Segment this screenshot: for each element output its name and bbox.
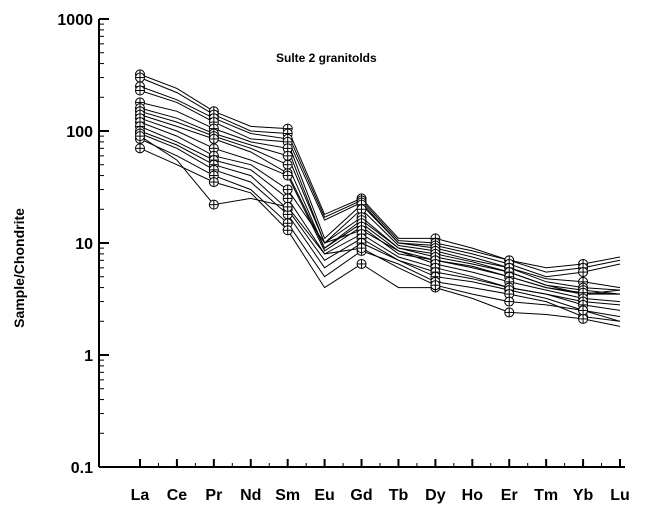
y-tick-label: 1000	[57, 12, 93, 29]
data-point	[578, 313, 589, 324]
series-line	[139, 77, 621, 273]
series-line	[139, 90, 621, 289]
x-tick-label: Tm	[534, 487, 558, 504]
chart-title: Sulte 2 granitolds	[276, 51, 377, 65]
y-tick-label: 100	[66, 124, 93, 141]
data-point	[282, 201, 293, 212]
data-point	[356, 258, 367, 269]
series-line	[139, 121, 621, 303]
x-tick-label: Nd	[240, 487, 261, 504]
data-point	[135, 72, 145, 83]
data-point	[208, 177, 219, 188]
data-point	[504, 296, 515, 307]
series-line	[139, 133, 621, 318]
x-tick-label: Yb	[573, 487, 594, 504]
series-group	[139, 73, 621, 327]
y-axis-label: Sample/Chondrite	[11, 208, 27, 328]
x-tick-label: Er	[501, 487, 518, 504]
data-point	[578, 305, 589, 316]
y-tick-label: 0.1	[71, 460, 93, 477]
x-tick-label: Ho	[462, 487, 484, 504]
data-point	[430, 280, 441, 291]
x-tick-label: Pr	[205, 487, 222, 504]
data-point	[282, 170, 293, 181]
x-tick-label: Dy	[425, 487, 446, 504]
x-tick-label: Gd	[350, 487, 372, 504]
series-line	[139, 85, 621, 278]
data-point	[356, 243, 367, 254]
data-point	[135, 85, 145, 96]
axes: 0.1 1 10 100 1000 La Ce Pr Nd Sm Eu Gd Tb Dy Ho Er Tm Yb L…	[57, 12, 629, 504]
series-line	[139, 101, 621, 291]
y-tick-label: 1	[84, 348, 93, 365]
data-point	[282, 193, 293, 204]
data-point	[208, 199, 219, 210]
x-tick-label: Tb	[389, 487, 409, 504]
series-line	[139, 73, 621, 269]
x-tick-label: Lu	[610, 487, 630, 504]
series-line	[139, 147, 621, 327]
x-tick-label: Eu	[314, 487, 334, 504]
marker-group	[135, 69, 589, 324]
x-tick-label: Ce	[167, 487, 188, 504]
data-point	[208, 133, 219, 144]
data-point	[282, 225, 293, 236]
series-line	[139, 135, 621, 322]
x-tick-label: La	[131, 487, 150, 504]
data-point	[135, 143, 145, 154]
data-point	[282, 184, 293, 195]
data-point	[578, 267, 589, 278]
y-tick-label: 10	[75, 236, 93, 253]
data-point	[282, 150, 293, 161]
data-point	[504, 307, 515, 318]
series-line	[139, 130, 621, 311]
data-point	[282, 159, 293, 170]
data-point	[135, 131, 145, 142]
x-tick-label: Sm	[275, 487, 300, 504]
series-line	[139, 110, 620, 295]
